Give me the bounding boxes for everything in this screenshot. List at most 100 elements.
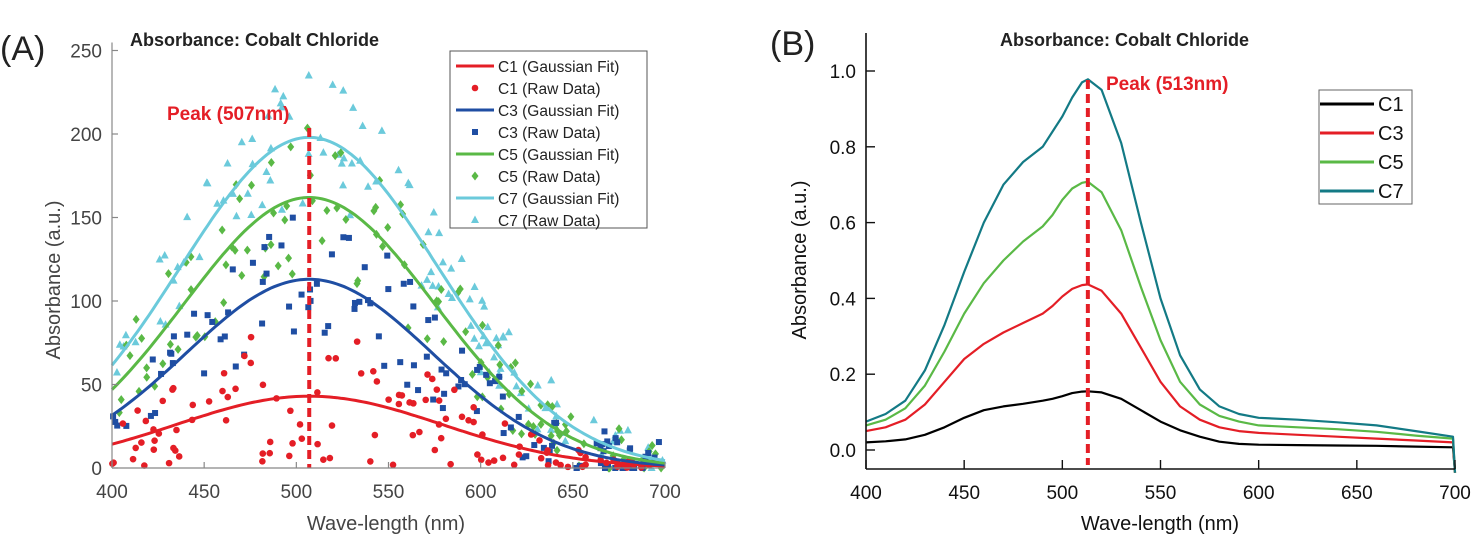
data-point [523, 453, 530, 460]
data-point [518, 386, 526, 396]
data-point [166, 339, 174, 349]
panel-a-x-tick-label: 550 [373, 482, 405, 503]
legend-label: C5 (Raw Data) [498, 169, 601, 186]
data-point [435, 297, 443, 307]
data-point [243, 189, 252, 197]
legend-label: C3 (Gaussian Fit) [498, 103, 619, 120]
data-point [537, 454, 545, 462]
data-point [395, 400, 403, 408]
data-point [470, 418, 477, 426]
data-point [192, 332, 200, 342]
data-point [375, 333, 382, 340]
data-point [435, 397, 443, 404]
data-point [287, 142, 295, 152]
panel-a-legend-item: C1 (Gaussian Fit) [456, 59, 619, 76]
data-point [296, 421, 304, 428]
data-point [553, 419, 560, 426]
data-point [353, 338, 361, 345]
legend-marker-swatch [471, 215, 479, 223]
data-point [169, 386, 176, 393]
panel-b-legend-item: C7 [1320, 181, 1404, 203]
data-point [155, 255, 164, 263]
data-point [443, 370, 450, 377]
data-point [132, 444, 139, 452]
data-point [222, 417, 230, 424]
data-point [247, 333, 255, 341]
data-point [567, 412, 575, 422]
data-point [486, 380, 493, 387]
data-point [410, 400, 417, 407]
data-point [169, 360, 176, 367]
data-point [286, 303, 293, 310]
panel-a-legend: C1 (Gaussian Fit) C1 (Raw Data) C3 (Gaussi… [449, 50, 648, 230]
data-point [367, 300, 374, 307]
data-point [442, 415, 450, 423]
data-point [314, 389, 321, 396]
data-point [237, 137, 246, 146]
data-point [483, 371, 490, 378]
data-point [423, 334, 431, 344]
data-point [141, 462, 148, 469]
data-point [142, 417, 150, 425]
panel-a-legend-item: C5 (Gaussian Fit) [456, 147, 619, 164]
panel-b-x-axis-label: Wave-length (nm) [1081, 513, 1239, 535]
panel-a-x-axis-label: Wave-length (nm) [307, 513, 465, 535]
data-point [645, 450, 652, 457]
panel-b-y-tick-label: 0.4 [830, 289, 857, 310]
data-point [219, 387, 226, 395]
data-point [470, 334, 479, 342]
data-point [361, 264, 368, 271]
data-point [332, 355, 340, 362]
data-point [289, 440, 296, 447]
panel-b-x-tick-label: 400 [850, 483, 882, 504]
data-point [478, 296, 487, 304]
data-point [357, 370, 365, 377]
data-point [424, 371, 431, 378]
data-point [518, 429, 526, 439]
panel-a-title: Absorbance: Cobalt Chloride [130, 30, 379, 50]
data-point [263, 270, 270, 277]
data-point [511, 358, 519, 368]
data-point [340, 234, 347, 241]
data-point [321, 329, 328, 336]
data-point [149, 356, 156, 363]
panel-b-y-axis-label: Absorbance (a.u.) [789, 181, 811, 340]
data-point [499, 393, 506, 400]
data-point [476, 367, 485, 376]
data-point [490, 457, 498, 464]
legend-label: C3 (Raw Data) [498, 125, 601, 142]
data-point [156, 317, 165, 325]
data-point [129, 455, 137, 463]
panel-a-label: (A) [0, 30, 45, 68]
panel-a-scatter-c7 [112, 71, 667, 471]
data-point [231, 245, 239, 255]
data-point [495, 381, 504, 389]
legend-label: C7 [1378, 181, 1404, 203]
data-point [470, 282, 479, 291]
data-point [540, 444, 547, 451]
data-point [384, 222, 392, 232]
legend-label: C1 [1378, 94, 1404, 116]
data-point [404, 381, 411, 388]
data-point [328, 251, 335, 258]
data-point [132, 314, 140, 324]
data-point [274, 261, 282, 271]
panel-b-y-tick-label: 0.0 [830, 441, 856, 462]
data-point [112, 418, 119, 425]
data-point [151, 437, 158, 444]
data-point [112, 367, 121, 376]
data-point [349, 103, 358, 111]
data-point [236, 194, 244, 204]
panel-b-x-tick-label: 450 [948, 483, 980, 504]
data-point [258, 200, 267, 209]
legend-marker-swatch [472, 129, 478, 135]
data-point [143, 363, 151, 373]
data-point [500, 430, 507, 437]
data-point [433, 386, 441, 393]
panel-a-legend-item: C7 (Raw Data) [471, 213, 601, 230]
data-point [138, 333, 146, 343]
data-point [515, 451, 523, 458]
data-point [288, 269, 296, 279]
data-point [482, 338, 491, 347]
data-point [117, 395, 125, 405]
